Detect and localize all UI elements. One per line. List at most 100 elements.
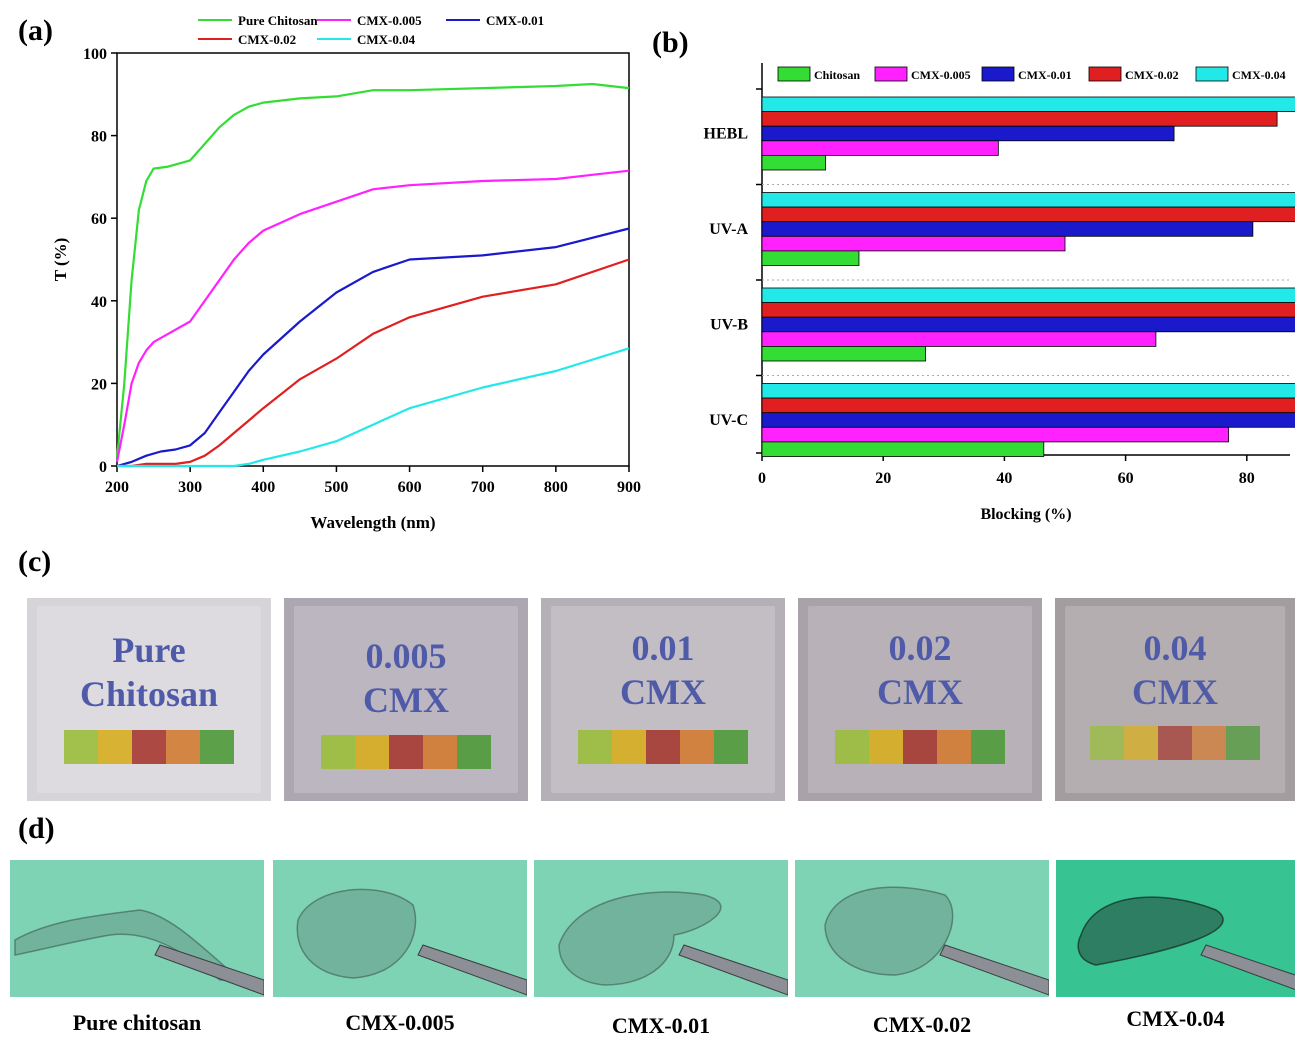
legend-label: Pure Chitosan — [238, 13, 318, 28]
stripe-swatch — [714, 730, 748, 764]
stripe-swatch — [937, 730, 971, 764]
film-caption: CMX-0.01 — [611, 1013, 711, 1038]
legend-label: CMX-0.04 — [1232, 68, 1286, 82]
stripe-swatch — [578, 730, 612, 764]
film-label-line2: CMX — [877, 672, 963, 712]
category-label: HEBL — [704, 126, 748, 143]
legend-swatch — [777, 66, 811, 82]
stripe-swatch — [1158, 726, 1192, 760]
bar — [761, 125, 1175, 142]
bar — [761, 331, 1157, 347]
panel-label-d: (d) — [18, 812, 55, 845]
legend-label: CMX-0.01 — [486, 13, 544, 28]
legend-label: CMX-0.01 — [1018, 68, 1072, 82]
stripe-swatch — [612, 730, 646, 764]
y-tick-label: 80 — [91, 129, 107, 146]
x-tick-label: 500 — [324, 479, 348, 496]
x-tick-label: 600 — [398, 479, 422, 496]
film-flex-photo — [795, 860, 1049, 997]
film-sample — [296, 888, 417, 979]
y-tick-label: 20 — [91, 376, 107, 393]
legend-swatch — [1088, 66, 1122, 82]
stripe-swatch — [1090, 726, 1124, 760]
bar — [761, 316, 1295, 333]
x-tick-label: 400 — [251, 479, 275, 496]
film-sample-label: 0.04 CMX — [1055, 626, 1295, 714]
stripe-swatch — [869, 730, 903, 764]
bar — [761, 250, 860, 266]
x-tick-label: 0 — [758, 470, 766, 487]
y-tick-label: 0 — [99, 459, 107, 476]
x-tick-label: 20 — [875, 470, 891, 487]
bar — [761, 192, 1295, 208]
y-axis-label: T (%) — [51, 238, 70, 282]
series-line — [117, 347, 630, 468]
series-line — [115, 82, 630, 458]
tweezer-icon — [1200, 944, 1295, 991]
stripe-swatch — [321, 735, 355, 769]
film-label-line2: Chitosan — [79, 674, 219, 714]
legend-label: Chitosan — [814, 68, 860, 82]
film-photo: 0.04 CMX — [1055, 598, 1295, 801]
stripe-swatch — [355, 735, 389, 769]
series-line — [117, 258, 630, 468]
x-axis-label: Wavelength (nm) — [310, 513, 435, 532]
film-sheet — [1065, 606, 1285, 793]
legend-swatch — [1195, 66, 1229, 82]
stripe-swatch — [646, 730, 680, 764]
bar — [761, 345, 927, 362]
film-photo: 0.01 CMX — [541, 598, 785, 801]
color-reference-stripe — [1090, 726, 1260, 760]
bar — [761, 426, 1230, 443]
bar — [761, 140, 999, 156]
stripe-swatch — [1124, 726, 1158, 760]
film-sample-label: 0.005 CMX — [284, 634, 528, 722]
tweezer-icon — [417, 944, 527, 996]
x-tick-label: 60 — [1118, 470, 1134, 487]
panel-label-c: (c) — [18, 545, 52, 578]
film-drawing — [296, 888, 527, 996]
stripe-swatch — [835, 730, 869, 764]
film-drawing — [558, 891, 788, 996]
stripe-swatch — [423, 735, 457, 769]
bar — [761, 111, 1278, 127]
film-sample-label: Pure Chitosan — [27, 628, 271, 716]
series-line — [116, 227, 630, 468]
legend-swatch — [981, 66, 1015, 82]
stripe-swatch — [457, 735, 491, 769]
film-photo: 0.005 CMX — [284, 598, 528, 801]
film-flex-photo — [273, 860, 527, 997]
y-tick-label: 40 — [91, 294, 107, 311]
stripe-swatch — [1192, 726, 1226, 760]
color-reference-stripe — [64, 730, 234, 764]
stripe-swatch — [64, 730, 98, 764]
plot-frame — [116, 52, 630, 467]
category-label: UV-C — [709, 412, 748, 429]
film-sample-label: 0.02 CMX — [798, 626, 1042, 714]
film-label-line1: 0.02 — [888, 628, 952, 668]
bar — [761, 154, 827, 171]
film-label-line2: CMX — [363, 680, 449, 720]
stripe-swatch — [98, 730, 132, 764]
film-caption: CMX-0.005 — [345, 1010, 455, 1035]
bar — [761, 221, 1254, 237]
legend-swatch — [874, 66, 908, 82]
panel-label-b: (b) — [652, 26, 689, 59]
legend-label: CMX-0.04 — [357, 32, 416, 47]
tweezer-icon — [154, 944, 264, 996]
x-tick-label: 700 — [471, 479, 495, 496]
x-tick-label: 900 — [617, 479, 641, 496]
stripe-swatch — [680, 730, 714, 764]
panel-label-a: (a) — [18, 14, 53, 47]
x-tick-label: 300 — [178, 479, 202, 496]
film-photo: 0.02 CMX — [798, 598, 1042, 801]
x-tick-label: 200 — [105, 479, 129, 496]
bar — [761, 235, 1066, 252]
film-drawing — [14, 909, 264, 996]
x-axis-label: Blocking (%) — [980, 506, 1071, 523]
film-label-line2: CMX — [620, 672, 706, 712]
film-caption: CMX-0.04 — [1126, 1006, 1225, 1031]
film-label-line2: CMX — [1132, 672, 1218, 712]
film-label-line1: 0.005 — [365, 636, 447, 676]
bar — [761, 287, 1295, 304]
